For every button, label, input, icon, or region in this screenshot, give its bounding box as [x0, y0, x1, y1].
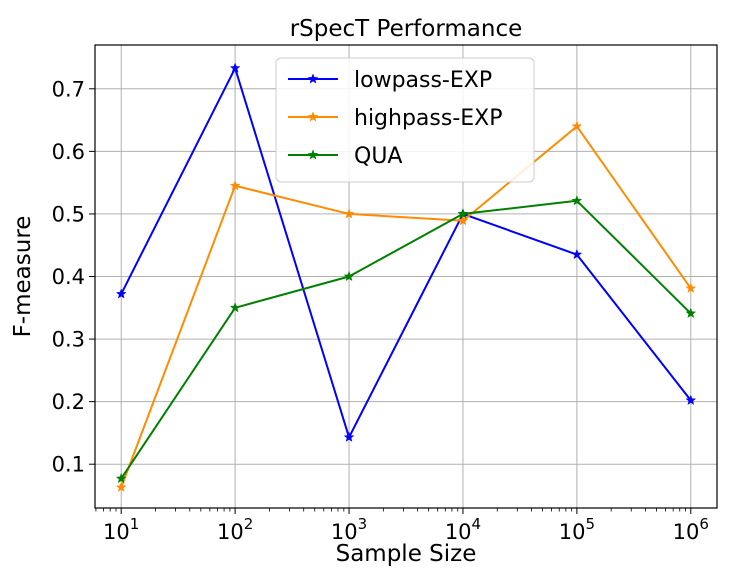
x-tick-base: 10	[559, 520, 586, 544]
x-tick-exponent: 2	[244, 515, 254, 533]
y-axis-ticks: 0.1 0.2 0.3 0.4 0.5 0.6 0.7	[52, 77, 95, 477]
legend-item: QUA	[288, 144, 402, 169]
y-tick-label: 0.6	[52, 140, 85, 164]
legend-label: highpass-EXP	[354, 106, 503, 131]
data-point	[229, 180, 241, 191]
y-tick-label: 0.5	[52, 202, 85, 226]
data-point	[229, 62, 241, 73]
legend-item: highpass-EXP	[288, 106, 503, 131]
data-point	[571, 195, 583, 206]
y-tick-label: 0.3	[52, 328, 85, 352]
data-point	[343, 270, 355, 282]
data-point	[457, 208, 469, 219]
series-line	[120, 67, 692, 439]
y-tick-label: 0.7	[52, 77, 85, 101]
series-line	[120, 199, 692, 480]
x-tick-label: 102	[217, 515, 253, 544]
legend-label: lowpass-EXP	[354, 68, 492, 93]
x-tick-base: 10	[331, 520, 358, 544]
series-line	[120, 125, 692, 488]
x-tick-base: 10	[103, 520, 130, 544]
y-axis-label: F-measure	[10, 216, 36, 338]
x-tick-exponent: 3	[358, 515, 368, 533]
legend: lowpass-EXP highpass-EXP QUA	[275, 57, 535, 183]
data-point	[115, 472, 127, 484]
x-tick-label: 104	[445, 515, 481, 544]
data-point	[343, 431, 355, 442]
data-point	[685, 307, 697, 319]
data-point	[685, 282, 697, 294]
data-point	[115, 288, 127, 299]
x-axis-ticks: 101 102 103 104 105 106	[95, 508, 709, 544]
x-tick-exponent: 6	[699, 515, 709, 533]
data-point	[115, 481, 127, 492]
legend-marker	[307, 149, 319, 160]
data-point	[685, 394, 697, 406]
x-tick-label: 101	[103, 515, 139, 544]
series-QUA	[115, 195, 697, 484]
x-tick-exponent: 5	[585, 515, 595, 533]
series-highpass-EXP	[115, 120, 697, 492]
legend-marker	[307, 73, 319, 84]
x-tick-exponent: 4	[472, 515, 482, 533]
x-tick-exponent: 1	[130, 515, 140, 533]
legend-marker	[307, 111, 319, 122]
data-point	[457, 215, 469, 226]
data-point	[343, 208, 355, 219]
x-tick-label: 103	[331, 515, 367, 544]
x-axis-label: Sample Size	[336, 541, 477, 567]
y-tick-label: 0.1	[52, 453, 85, 477]
data-point	[571, 248, 583, 260]
chart-title: rSpecT Performance	[290, 16, 523, 42]
data-point	[229, 302, 241, 313]
y-tick-label: 0.2	[52, 390, 85, 414]
x-tick-label: 105	[559, 515, 595, 544]
x-tick-base: 10	[445, 520, 472, 544]
series-layer	[115, 62, 697, 492]
legend-item: lowpass-EXP	[288, 68, 492, 93]
legend-label: QUA	[354, 144, 402, 169]
x-tick-base: 10	[673, 520, 700, 544]
y-tick-label: 0.4	[52, 265, 85, 289]
x-tick-base: 10	[217, 520, 244, 544]
data-point	[571, 120, 583, 131]
x-tick-label: 106	[673, 515, 709, 544]
legend-box	[275, 57, 535, 183]
